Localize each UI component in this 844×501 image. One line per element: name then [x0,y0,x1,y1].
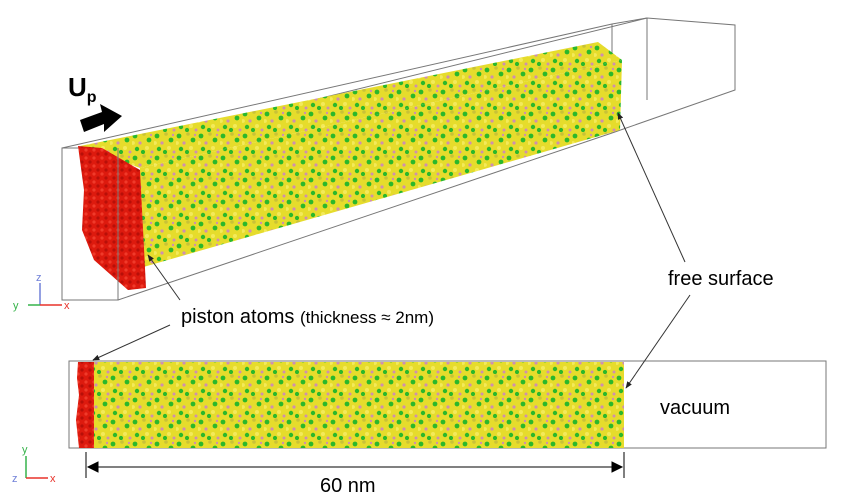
piston-pointer-top [147,254,181,301]
perspective-view: Up z y x [13,17,736,312]
piston-atoms-label: piston atoms (thickness ≈ 2nm) [181,306,434,328]
atom-slab-top-face [80,42,622,168]
velocity-symbol: U [68,72,87,102]
annotations: piston atoms (thickness ≈ 2nm) free surf… [92,112,774,389]
axis-z-label: z [36,272,42,284]
length-label: 60 nm [320,475,376,497]
piston-atoms-side [76,362,94,448]
velocity-subscript: p [87,89,97,106]
axis-z-label-bottom: z [12,473,18,485]
piston-atoms-main: piston atoms [181,306,294,328]
velocity-label: Up [68,72,97,106]
side-view: vacuum 60 nm y z x [12,360,827,497]
axis-x-label: x [64,300,70,312]
piston-pointer-bottom [92,324,171,361]
axis-y-label: y [13,300,19,312]
free-surface-label: free surface [668,268,774,290]
axis-x-label-bottom: x [50,473,56,485]
length-dimension [85,452,625,478]
axis-triad-top: z y x [13,272,70,312]
piston-atoms-3d [78,146,146,290]
side-atom-slab [92,362,624,448]
piston-thickness: (thickness ≈ 2nm) [300,308,434,327]
free-surface-pointer-bottom [625,294,691,389]
axis-triad-bottom: y z x [12,444,56,485]
axis-y-label-bottom: y [22,444,28,456]
vacuum-label: vacuum [660,397,730,419]
piston-velocity-arrow [80,104,122,132]
atom-slab-front-face [140,60,622,268]
free-surface-pointer-top [617,112,686,263]
